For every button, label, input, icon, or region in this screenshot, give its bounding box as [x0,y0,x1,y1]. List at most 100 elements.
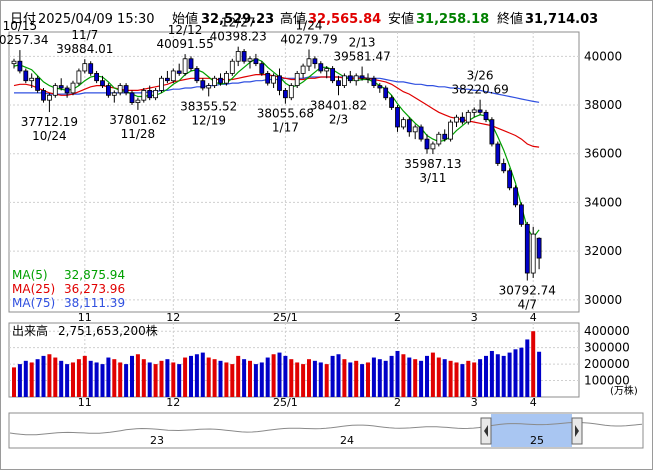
candle [47,92,52,113]
volume-bar [76,359,81,397]
volume-bar [112,359,117,397]
candle [41,88,46,103]
volume-bar [141,359,146,397]
annotation-line2: 10/24 [32,129,67,143]
candle [58,78,64,91]
volume-bar [307,359,311,397]
annotation-line2: 39581.47 [333,50,390,64]
candle [395,105,400,132]
volume-bar [106,357,111,397]
candles [11,46,542,281]
candle [306,49,312,71]
annotation-line1: 10/15 [3,19,38,33]
candle [212,75,218,88]
candle [418,124,424,142]
candle [106,83,111,98]
volume-bar [82,355,87,397]
candle [200,78,206,91]
price-y-tick: 40000 [584,49,622,63]
annotation-line1: 1/24 [296,19,323,33]
price-x-tick: 11 [78,311,92,324]
annotation-line2: 40257.34 [0,33,49,47]
candle [353,73,359,86]
volume-bar [265,357,270,397]
candle [471,107,477,118]
volume-bar [153,364,158,397]
volume-bar [289,359,294,397]
price-x-tick: 12 [166,311,180,324]
volume-bar [371,357,376,397]
price-x-axis: 11 12 25/1 2 3 4 [78,311,537,324]
price-grid [9,32,579,312]
volume-bar [65,364,70,397]
annotation-line1: 38355.52 [180,99,237,113]
volume-bar [41,355,46,397]
candle [501,158,507,174]
annotation-line1: 38055.68 [257,107,314,121]
annotation-line1: 35987.13 [404,157,461,171]
volume-bar [206,357,211,397]
volume-bar [17,364,22,397]
candle [159,75,164,93]
volume-bar [29,362,34,397]
navigator-handle-left[interactable] [480,417,492,445]
candle [52,83,58,98]
price-y-tick: 32000 [584,244,622,258]
volume-bar [460,364,465,397]
volume-y-tick: 400000 [584,324,630,338]
volume-bar [442,359,447,397]
annotation-line2: 40398.23 [210,30,267,44]
candle [35,75,40,93]
ma5-legend-label: MA(5) [12,268,48,282]
annotation-line1: 30792.74 [499,284,556,298]
candle [70,80,76,96]
candle [406,117,412,137]
ma75-line [14,76,540,103]
price-y-tick: 34000 [584,195,622,209]
volume-bar [354,360,359,397]
volume-bar [88,360,93,397]
candle [359,66,365,81]
volume-bar [342,359,347,397]
volume-bar [501,355,506,397]
volume-bar [389,355,394,397]
volume-bar [35,359,40,397]
volume-bar [147,362,152,397]
price-x-tick: 25/1 [273,311,298,324]
volume-unit: (万株) [610,384,638,397]
navigator-window[interactable] [491,414,572,447]
candle [489,117,495,147]
volume-bar [271,354,276,397]
candle [188,56,194,71]
candle [536,237,542,270]
close-label: 終値 [497,11,523,27]
candle [530,226,536,278]
volume-bar [519,347,524,397]
annotation-line1: 12/12 [168,23,203,37]
navigator-handle-right[interactable] [571,417,583,445]
open-label: 始値 [172,11,198,27]
candle [277,68,282,96]
candle [218,73,223,86]
volume-bar [301,364,306,397]
volume-bar [413,359,418,397]
candle [330,66,336,84]
candle [383,85,389,101]
candle [448,119,454,142]
candle [324,66,330,79]
candle [17,50,23,74]
price-x-tick: 4 [530,311,537,324]
candle [400,117,406,130]
candle [259,61,265,76]
volume-x-tick: 12 [166,396,180,409]
candle [164,70,170,84]
volume-bar [94,362,99,397]
candle [23,68,29,84]
candle [483,109,489,123]
candle [11,58,17,69]
annotation-line1: 11/7 [71,28,98,42]
volume-bar [425,355,429,397]
volume-bar [330,355,335,397]
volume-label: 出来高 [12,323,48,338]
